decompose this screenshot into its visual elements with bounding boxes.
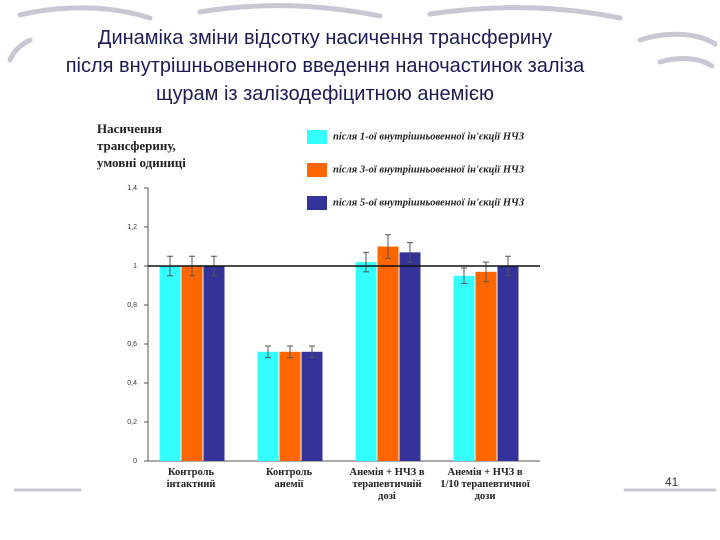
x-tick-label: Анемія + НЧЗ в 1/10 терапевтичної дози [440,467,530,502]
error-bar [407,242,413,263]
error-bar [309,345,315,359]
bar [497,266,519,461]
error-bar [461,267,467,285]
y-tick-label: 1,2 [127,224,137,231]
legend-swatch [307,130,327,144]
y-tick-label: 0,6 [127,341,137,348]
y-tick-label: 0 [133,458,137,465]
y-tick-label: 0,2 [127,419,137,426]
bar [257,351,279,461]
error-bar [287,345,293,359]
bar [301,351,323,461]
y-axis-label: умовні одиниці [97,155,186,170]
y-axis-label: трансферину, [97,138,176,153]
bar [279,351,301,461]
y-tick-label: 1,4 [127,185,137,192]
legend-swatch [307,196,327,210]
bar [203,266,225,461]
error-bar [363,251,369,273]
y-tick-label: 1 [133,263,137,270]
bar [181,266,203,461]
x-tick-label: Анемія + НЧЗ в терапевтичній дозі [349,467,425,502]
bar [453,275,475,461]
y-tick-label: 0,8 [127,302,137,309]
legend-label: після 1-ої внутрішньовенної ін'єкції НЧЗ [333,131,525,142]
error-bar [385,234,391,259]
error-bar [265,345,271,359]
page-number: 41 [665,475,679,489]
bar [159,266,181,461]
y-axis-label: Насичення [97,121,162,136]
bar [377,246,399,461]
decoration [7,3,718,492]
legend-label: після 3-ої внутрішньовенної ін'єкції НЧЗ [333,164,525,175]
bar [355,262,377,461]
legend-swatch [307,163,327,177]
x-tick-label: Контроль анемії [265,467,313,490]
slide-title: Динаміка зміни відсотку насичення трансф… [65,27,585,105]
bar [475,271,497,461]
legend-label: після 5-ої внутрішньовенної ін'єкції НЧЗ [333,197,525,208]
y-tick-label: 0,4 [127,380,137,387]
x-tick-label: Контроль інтактний [166,467,216,490]
bar [399,252,421,461]
